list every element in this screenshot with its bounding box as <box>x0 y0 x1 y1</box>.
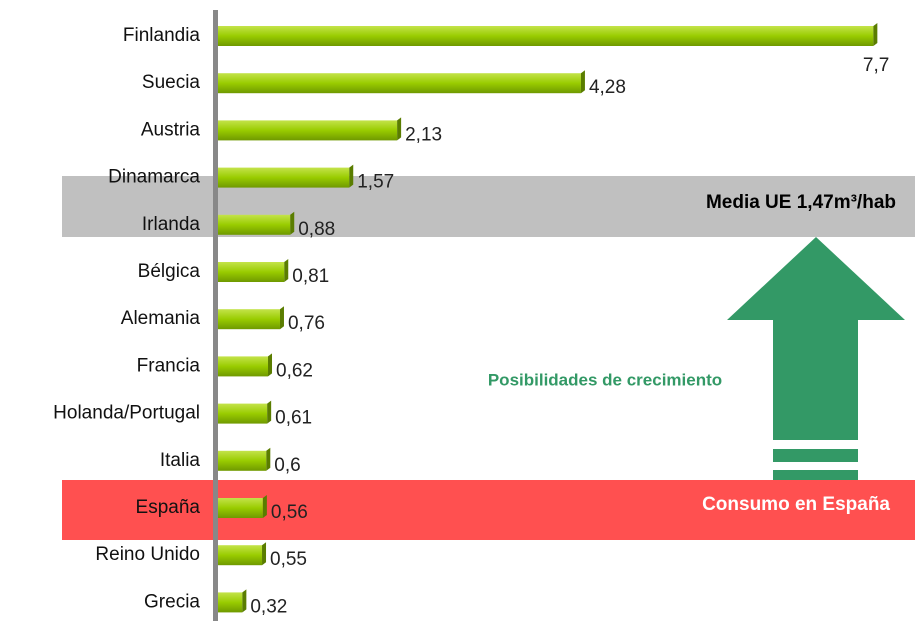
category-label: Italia <box>160 450 201 471</box>
value-label: 0,81 <box>292 266 329 287</box>
value-label: 0,62 <box>276 360 313 381</box>
category-label: España <box>136 497 201 518</box>
value-label: 4,28 <box>589 77 626 98</box>
bar-end <box>284 259 289 282</box>
value-label: 1,57 <box>357 172 394 193</box>
category-label: Francia <box>137 355 201 376</box>
bar <box>215 592 243 613</box>
bar-end <box>267 400 272 424</box>
category-label: Grecia <box>144 591 200 612</box>
category-label: Dinamarca <box>108 167 200 188</box>
bar <box>215 73 581 94</box>
bar <box>215 356 269 377</box>
bar <box>215 167 350 188</box>
value-label: 0,55 <box>270 549 307 570</box>
bar <box>215 403 268 424</box>
value-label: 0,76 <box>288 313 325 334</box>
bar <box>215 214 291 235</box>
spain-label: Consumo en España <box>702 494 890 515</box>
bar-end <box>268 353 273 377</box>
bar-end <box>580 70 585 94</box>
value-label: 0,32 <box>250 596 287 617</box>
bar <box>215 450 267 471</box>
bar <box>215 26 874 46</box>
growth-label: Posibilidades de crecimiento <box>488 370 722 389</box>
bar <box>215 120 398 141</box>
bar <box>215 545 263 566</box>
bar <box>215 262 285 282</box>
bar-end <box>873 23 878 46</box>
value-label: 0,61 <box>275 408 312 429</box>
bar <box>215 309 280 330</box>
bar-end <box>242 589 247 613</box>
category-label: Alemania <box>121 308 201 329</box>
bar-end <box>279 306 284 330</box>
category-label: Irlanda <box>142 214 201 235</box>
category-label: Suecia <box>142 72 201 93</box>
value-label: 7,7 <box>863 55 889 76</box>
value-label: 0,88 <box>298 219 335 240</box>
value-label: 0,6 <box>274 455 300 476</box>
growth-arrow <box>727 237 905 480</box>
bars: Finlandia 7,7 Suecia 4,28 Austria 2,13 Dinamar… <box>53 23 889 617</box>
bar-end <box>262 495 267 518</box>
eu-average-band <box>62 176 915 237</box>
value-label: 0,56 <box>271 502 308 523</box>
axis-line <box>213 10 218 621</box>
bar-end <box>349 164 354 188</box>
bar-end <box>397 117 402 141</box>
category-label: Reino Unido <box>95 544 200 565</box>
bar-end <box>262 542 267 566</box>
spain-band <box>62 480 915 540</box>
category-label: Bélgica <box>138 261 201 282</box>
value-label: 2,13 <box>405 124 442 145</box>
category-label: Holanda/Portugal <box>53 403 200 424</box>
bar-end <box>290 211 295 235</box>
bar-end <box>266 447 271 471</box>
category-label: Austria <box>141 119 201 140</box>
category-label: Finlandia <box>123 25 201 46</box>
eu-average-label: Media UE 1,47m³/hab <box>706 192 896 213</box>
bar <box>215 498 263 518</box>
